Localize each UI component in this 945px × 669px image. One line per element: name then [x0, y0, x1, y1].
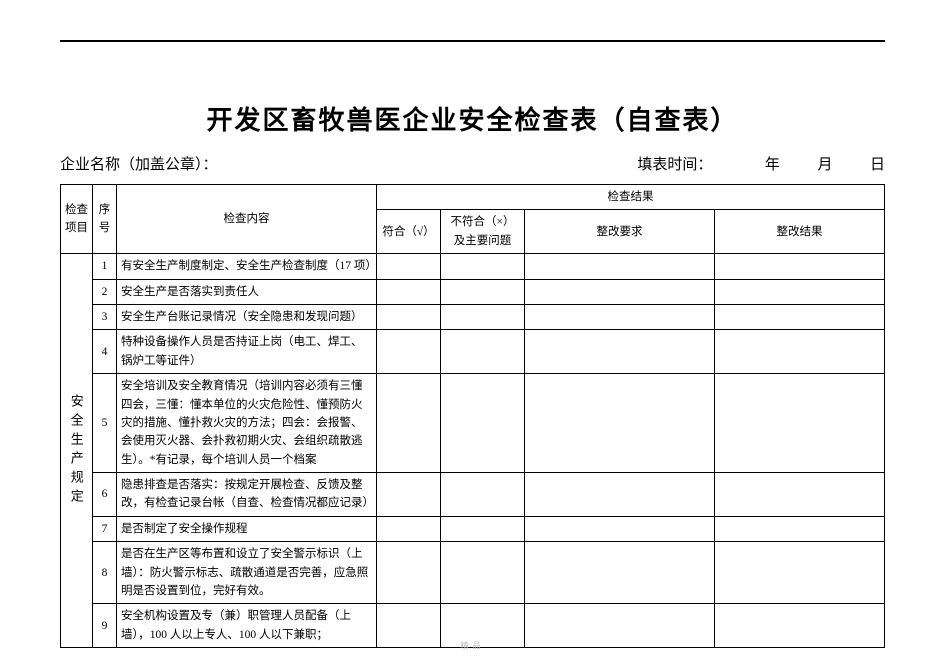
table-row: 4 特种设备操作人员是否持证上岗（电工、焊工、锅炉工等证件）: [61, 330, 885, 374]
row-index: 6: [93, 473, 117, 517]
cell-requirement: [525, 254, 715, 279]
row-index: 7: [93, 516, 117, 541]
footer-watermark: 精品: [0, 640, 945, 651]
cell-bad: [441, 542, 525, 604]
cell-requirement: [525, 304, 715, 329]
cell-requirement: [525, 374, 715, 473]
row-index: 2: [93, 279, 117, 304]
cell-bad: [441, 473, 525, 517]
table-head-row-1: 检查项目 序号 检查内容 检查结果: [61, 185, 885, 210]
table-body: 安全生产规定 1 有安全生产制度制定、安全生产检查制度（17 项） 2 安全生产…: [61, 254, 885, 648]
cell-bad: [441, 304, 525, 329]
th-ok: 符合（√）: [377, 210, 441, 254]
th-bad: 不符合（×）及主要问题: [441, 210, 525, 254]
row-index: 1: [93, 254, 117, 279]
row-content: 有安全生产制度制定、安全生产检查制度（17 项）: [117, 254, 377, 279]
th-index: 序号: [93, 185, 117, 254]
month-gap: [784, 153, 814, 174]
row-content: 隐患排查是否落实：按规定开展检查、反馈及整改，有检查记录台帐（自查、检查情况都应…: [117, 473, 377, 517]
th-content: 检查内容: [117, 185, 377, 254]
cell-ok: [377, 330, 441, 374]
doc-title: 开发区畜牧兽医企业安全检查表（自查表）: [60, 100, 885, 137]
th-result-group: 检查结果: [377, 185, 885, 210]
inspection-table: 检查项目 序号 检查内容 检查结果 符合（√） 不符合（×）及主要问题 整改要求…: [60, 184, 885, 648]
cell-requirement: [525, 279, 715, 304]
table-row: 5 安全培训及安全教育情况（培训内容必须有三懂四会，三懂：懂本单位的火灾危险性、…: [61, 374, 885, 473]
row-content: 安全生产台账记录情况（安全隐患和发现问题）: [117, 304, 377, 329]
cell-bad: [441, 374, 525, 473]
company-label: 企业名称（加盖公章）：: [60, 153, 218, 174]
cell-requirement: [525, 330, 715, 374]
row-index: 5: [93, 374, 117, 473]
row-content: 是否制定了安全操作规程: [117, 516, 377, 541]
th-requirement: 整改要求: [525, 210, 715, 254]
table-row: 6 隐患排查是否落实：按规定开展检查、反馈及整改，有检查记录台帐（自查、检查情况…: [61, 473, 885, 517]
table-row: 安全生产规定 1 有安全生产制度制定、安全生产检查制度（17 项）: [61, 254, 885, 279]
cell-ok: [377, 542, 441, 604]
cell-bad: [441, 279, 525, 304]
row-content: 安全培训及安全教育情况（培训内容必须有三懂四会，三懂：懂本单位的火灾危险性、懂预…: [117, 374, 377, 473]
section-cell: 安全生产规定: [61, 254, 93, 648]
cell-ok: [377, 304, 441, 329]
row-index: 4: [93, 330, 117, 374]
table-row: 8 是否在生产区等布置和设立了安全警示标识（上墙）：防火警示标志、疏散通道是否完…: [61, 542, 885, 604]
cell-ok: [377, 374, 441, 473]
cell-outcome: [715, 542, 885, 604]
cell-outcome: [715, 279, 885, 304]
cell-outcome: [715, 374, 885, 473]
th-outcome: 整改结果: [715, 210, 885, 254]
cell-bad: [441, 516, 525, 541]
cell-requirement: [525, 516, 715, 541]
top-rule: [60, 40, 885, 42]
cell-requirement: [525, 473, 715, 517]
date-label: 填表时间：: [637, 153, 712, 174]
cell-ok: [377, 516, 441, 541]
cell-bad: [441, 330, 525, 374]
row-content: 特种设备操作人员是否持证上岗（电工、焊工、锅炉工等证件）: [117, 330, 377, 374]
section-label: 安全生产规定: [65, 394, 86, 508]
table-row: 3 安全生产台账记录情况（安全隐患和发现问题）: [61, 304, 885, 329]
day-unit: 日: [870, 153, 885, 174]
table-head: 检查项目 序号 检查内容 检查结果 符合（√） 不符合（×）及主要问题 整改要求…: [61, 185, 885, 254]
meta-row: 企业名称（加盖公章）： 填表时间： 年 月 日: [60, 153, 885, 174]
cell-outcome: [715, 304, 885, 329]
cell-outcome: [715, 330, 885, 374]
day-gap: [836, 153, 866, 174]
year-unit: 年: [765, 153, 780, 174]
cell-ok: [377, 473, 441, 517]
row-index: 3: [93, 304, 117, 329]
cell-outcome: [715, 254, 885, 279]
row-content: 是否在生产区等布置和设立了安全警示标识（上墙）：防火警示标志、疏散通道是否完善，…: [117, 542, 377, 604]
date-block: 填表时间： 年 月 日: [637, 153, 885, 174]
table-row: 7 是否制定了安全操作规程: [61, 516, 885, 541]
page: 开发区畜牧兽医企业安全检查表（自查表） 企业名称（加盖公章）： 填表时间： 年 …: [0, 0, 945, 669]
cell-outcome: [715, 516, 885, 541]
cell-outcome: [715, 473, 885, 517]
row-content: 安全生产是否落实到责任人: [117, 279, 377, 304]
cell-bad: [441, 254, 525, 279]
year-gap: [716, 153, 761, 174]
table-row: 2 安全生产是否落实到责任人: [61, 279, 885, 304]
th-project: 检查项目: [61, 185, 93, 254]
month-unit: 月: [817, 153, 832, 174]
cell-ok: [377, 279, 441, 304]
cell-requirement: [525, 542, 715, 604]
row-index: 8: [93, 542, 117, 604]
cell-ok: [377, 254, 441, 279]
